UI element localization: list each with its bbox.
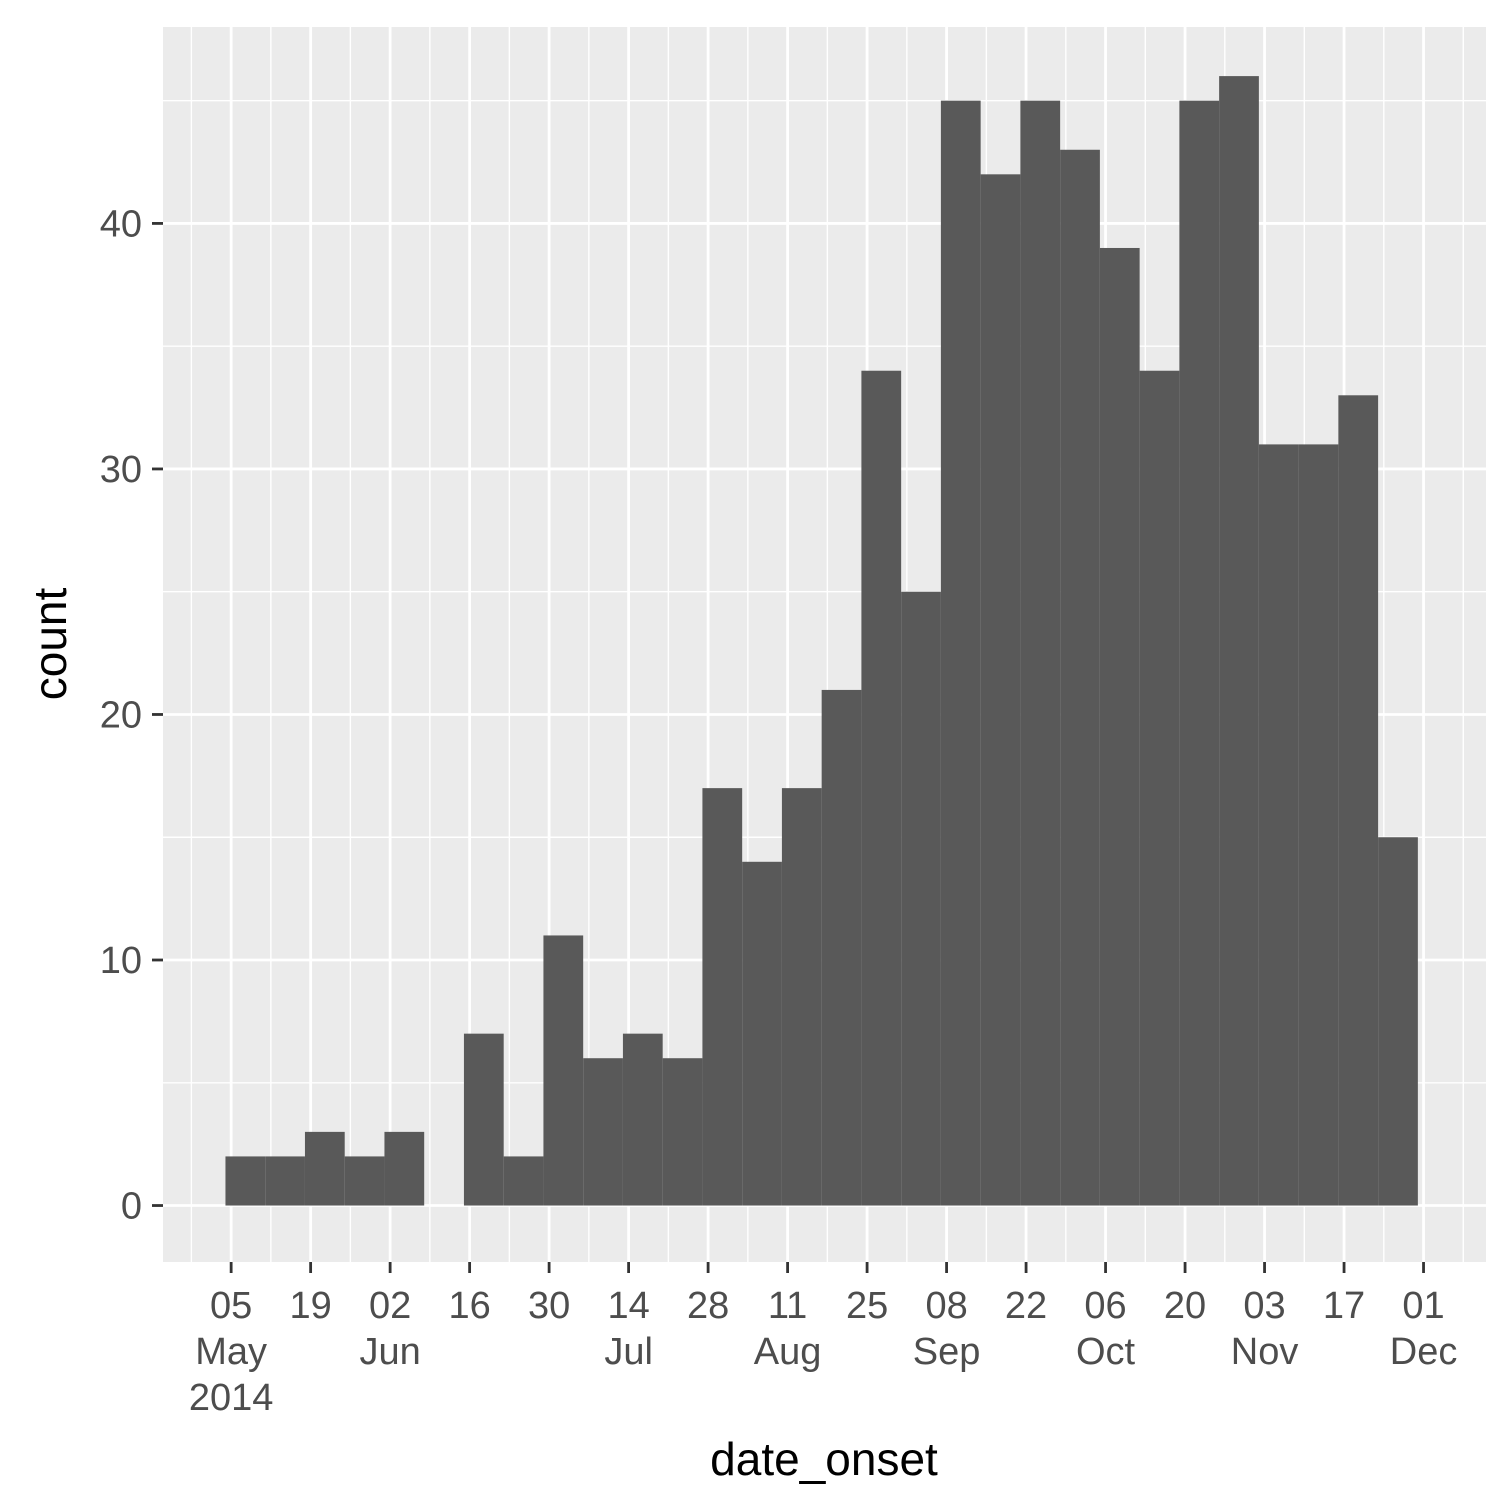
- histogram-bar: [463, 1033, 504, 1206]
- x-tick-label: 14 Jul: [604, 1285, 653, 1373]
- x-tick-label: 01 Dec: [1390, 1285, 1458, 1373]
- x-tick-label: 30: [528, 1285, 570, 1327]
- histogram-bar: [503, 1156, 544, 1206]
- histogram-bar: [821, 689, 862, 1206]
- y-tick-label: 10: [100, 940, 142, 982]
- histogram-bar: [543, 935, 584, 1206]
- histogram-bar: [901, 591, 941, 1206]
- histogram-bar: [1020, 100, 1061, 1206]
- x-axis: 05 May 2014 19 02 Jun 16 30 14 Jul 28 11 Aug 25 08 Sep 2…: [189, 1262, 1457, 1419]
- x-tick-label: 02 Jun: [359, 1285, 420, 1373]
- x-tick-label: 17: [1323, 1285, 1365, 1327]
- histogram-bar: [265, 1156, 305, 1206]
- x-tick-label: 25: [846, 1285, 888, 1327]
- histogram-bar: [225, 1156, 266, 1206]
- histogram-bar: [1258, 444, 1299, 1206]
- histogram-bar: [304, 1131, 345, 1206]
- x-tick-label: 08 Sep: [913, 1285, 981, 1373]
- histogram-bar: [1139, 370, 1180, 1206]
- histogram-bar: [702, 788, 743, 1206]
- histogram-bar: [940, 100, 981, 1206]
- histogram-bar: [662, 1058, 703, 1206]
- histogram-bar: [1219, 76, 1259, 1206]
- histogram-bar: [1179, 100, 1220, 1206]
- histogram-bar: [344, 1156, 385, 1206]
- x-tick-label: 03 Nov: [1231, 1285, 1299, 1373]
- x-tick-label: 16: [448, 1285, 490, 1327]
- histogram-bar: [1060, 149, 1100, 1206]
- histogram-bar: [781, 788, 822, 1206]
- x-tick-label: 05 May 2014: [189, 1285, 274, 1419]
- histogram-bar: [861, 370, 902, 1206]
- histogram-bar: [742, 861, 782, 1206]
- histogram-bar: [1298, 444, 1339, 1206]
- x-tick-label: 19: [289, 1285, 331, 1327]
- y-axis: 0 10 20 30 40: [100, 203, 163, 1228]
- x-tick-label: 28: [687, 1285, 729, 1327]
- histogram-bar: [1099, 247, 1140, 1206]
- histogram-bar: [384, 1131, 425, 1206]
- histogram-bar: [980, 174, 1021, 1206]
- y-tick-label: 20: [100, 694, 142, 736]
- x-tick-label: 22: [1005, 1285, 1047, 1327]
- x-tick-label: 11 Aug: [754, 1285, 822, 1373]
- histogram-bar: [1378, 837, 1418, 1206]
- histogram-bar: [583, 1058, 623, 1206]
- x-axis-title: date_onset: [710, 1433, 938, 1485]
- y-tick-label: 40: [100, 203, 142, 245]
- histogram-bars: [225, 76, 1418, 1206]
- histogram-bar: [622, 1033, 663, 1206]
- x-tick-label: 20: [1164, 1285, 1206, 1327]
- y-axis-title: count: [24, 588, 76, 701]
- y-tick-label: 0: [121, 1186, 142, 1228]
- histogram-bar: [1338, 395, 1379, 1206]
- x-tick-label: 06 Oct: [1076, 1285, 1136, 1373]
- y-tick-label: 30: [100, 449, 142, 491]
